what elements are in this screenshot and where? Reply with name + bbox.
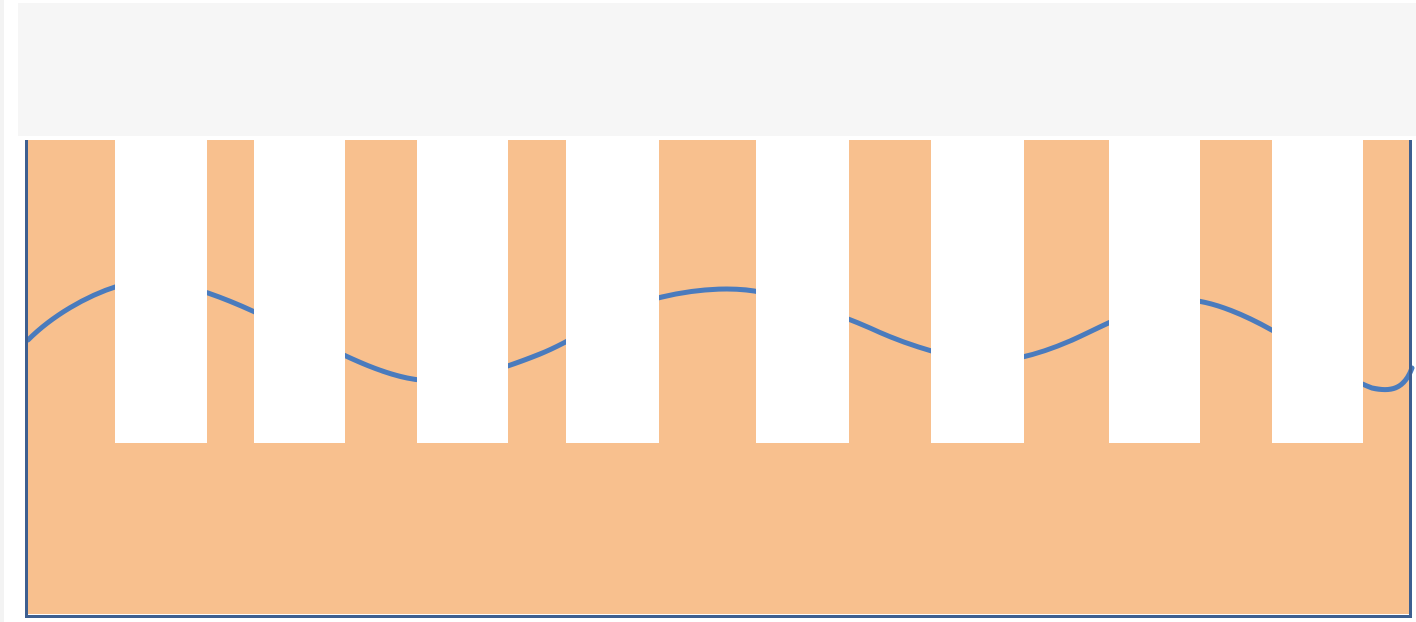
white-slot-4 — [566, 140, 659, 443]
white-slot-5 — [756, 140, 849, 443]
white-slot-7 — [1109, 140, 1200, 443]
white-slot-3 — [417, 140, 508, 443]
white-slot-8 — [1272, 140, 1363, 443]
white-slot-1 — [115, 140, 207, 443]
white-slot-6 — [931, 140, 1024, 443]
white-slot-2 — [254, 140, 345, 443]
wave-line — [28, 283, 1412, 390]
